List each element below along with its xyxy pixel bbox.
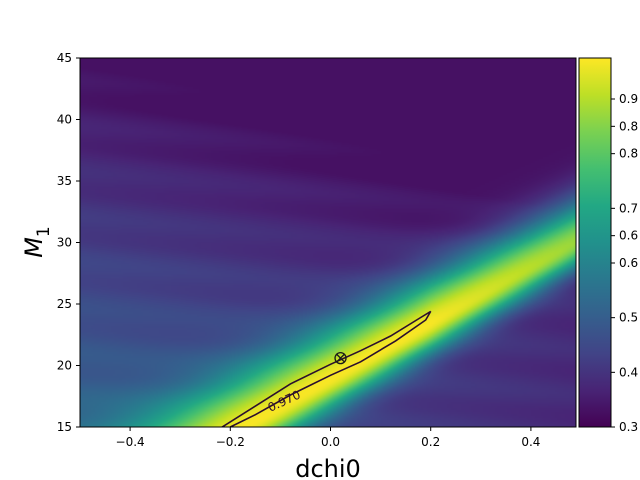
y-tick-label: 30 xyxy=(57,236,72,250)
y-tick-label: 20 xyxy=(57,359,72,373)
y-tick-label: 40 xyxy=(57,113,72,127)
colorbar-ticks: 0.3 0.4 0.5 0.6 0.6 0.7 0.8 0.8 0.9 xyxy=(611,92,638,434)
svg-text:M1: M1 xyxy=(20,226,54,258)
y-tick-label: 15 xyxy=(57,420,72,434)
colorbar-tick-label: 0.7 xyxy=(619,201,638,215)
x-axis: −0.4 −0.2 0.0 0.2 0.4 xyxy=(116,427,540,449)
x-tick-label: −0.4 xyxy=(116,435,145,449)
heatmap-image xyxy=(80,58,576,427)
y-axis-title: M1 xyxy=(20,226,54,258)
colorbar xyxy=(578,57,612,428)
x-tick-label: 0.2 xyxy=(421,435,440,449)
y-tick-label: 35 xyxy=(57,174,72,188)
colorbar-tick-label: 0.4 xyxy=(619,365,638,379)
colorbar-tick-label: 0.8 xyxy=(619,119,638,133)
colorbar-tick-label: 0.6 xyxy=(619,229,638,243)
y-axis: 15 20 25 30 35 40 45 xyxy=(57,51,80,434)
colorbar-tick-label: 0.5 xyxy=(619,311,638,325)
y-axis-title-subscript: 1 xyxy=(34,226,54,237)
x-tick-label: 0.4 xyxy=(521,435,540,449)
y-tick-label: 45 xyxy=(57,51,72,65)
colorbar-tick-label: 0.9 xyxy=(619,92,638,106)
colorbar-tick-label: 0.8 xyxy=(619,147,638,161)
contour-line xyxy=(220,310,432,427)
x-axis-title: dchi0 xyxy=(295,455,361,480)
x-tick-label: −0.2 xyxy=(216,435,245,449)
y-axis-title-main: M xyxy=(20,237,48,258)
injection-marker xyxy=(334,351,347,365)
colorbar-tick-label: 0.6 xyxy=(619,256,638,270)
y-tick-label: 25 xyxy=(57,297,72,311)
colorbar-tick-label: 0.3 xyxy=(619,420,638,434)
x-tick-label: 0.0 xyxy=(321,435,340,449)
